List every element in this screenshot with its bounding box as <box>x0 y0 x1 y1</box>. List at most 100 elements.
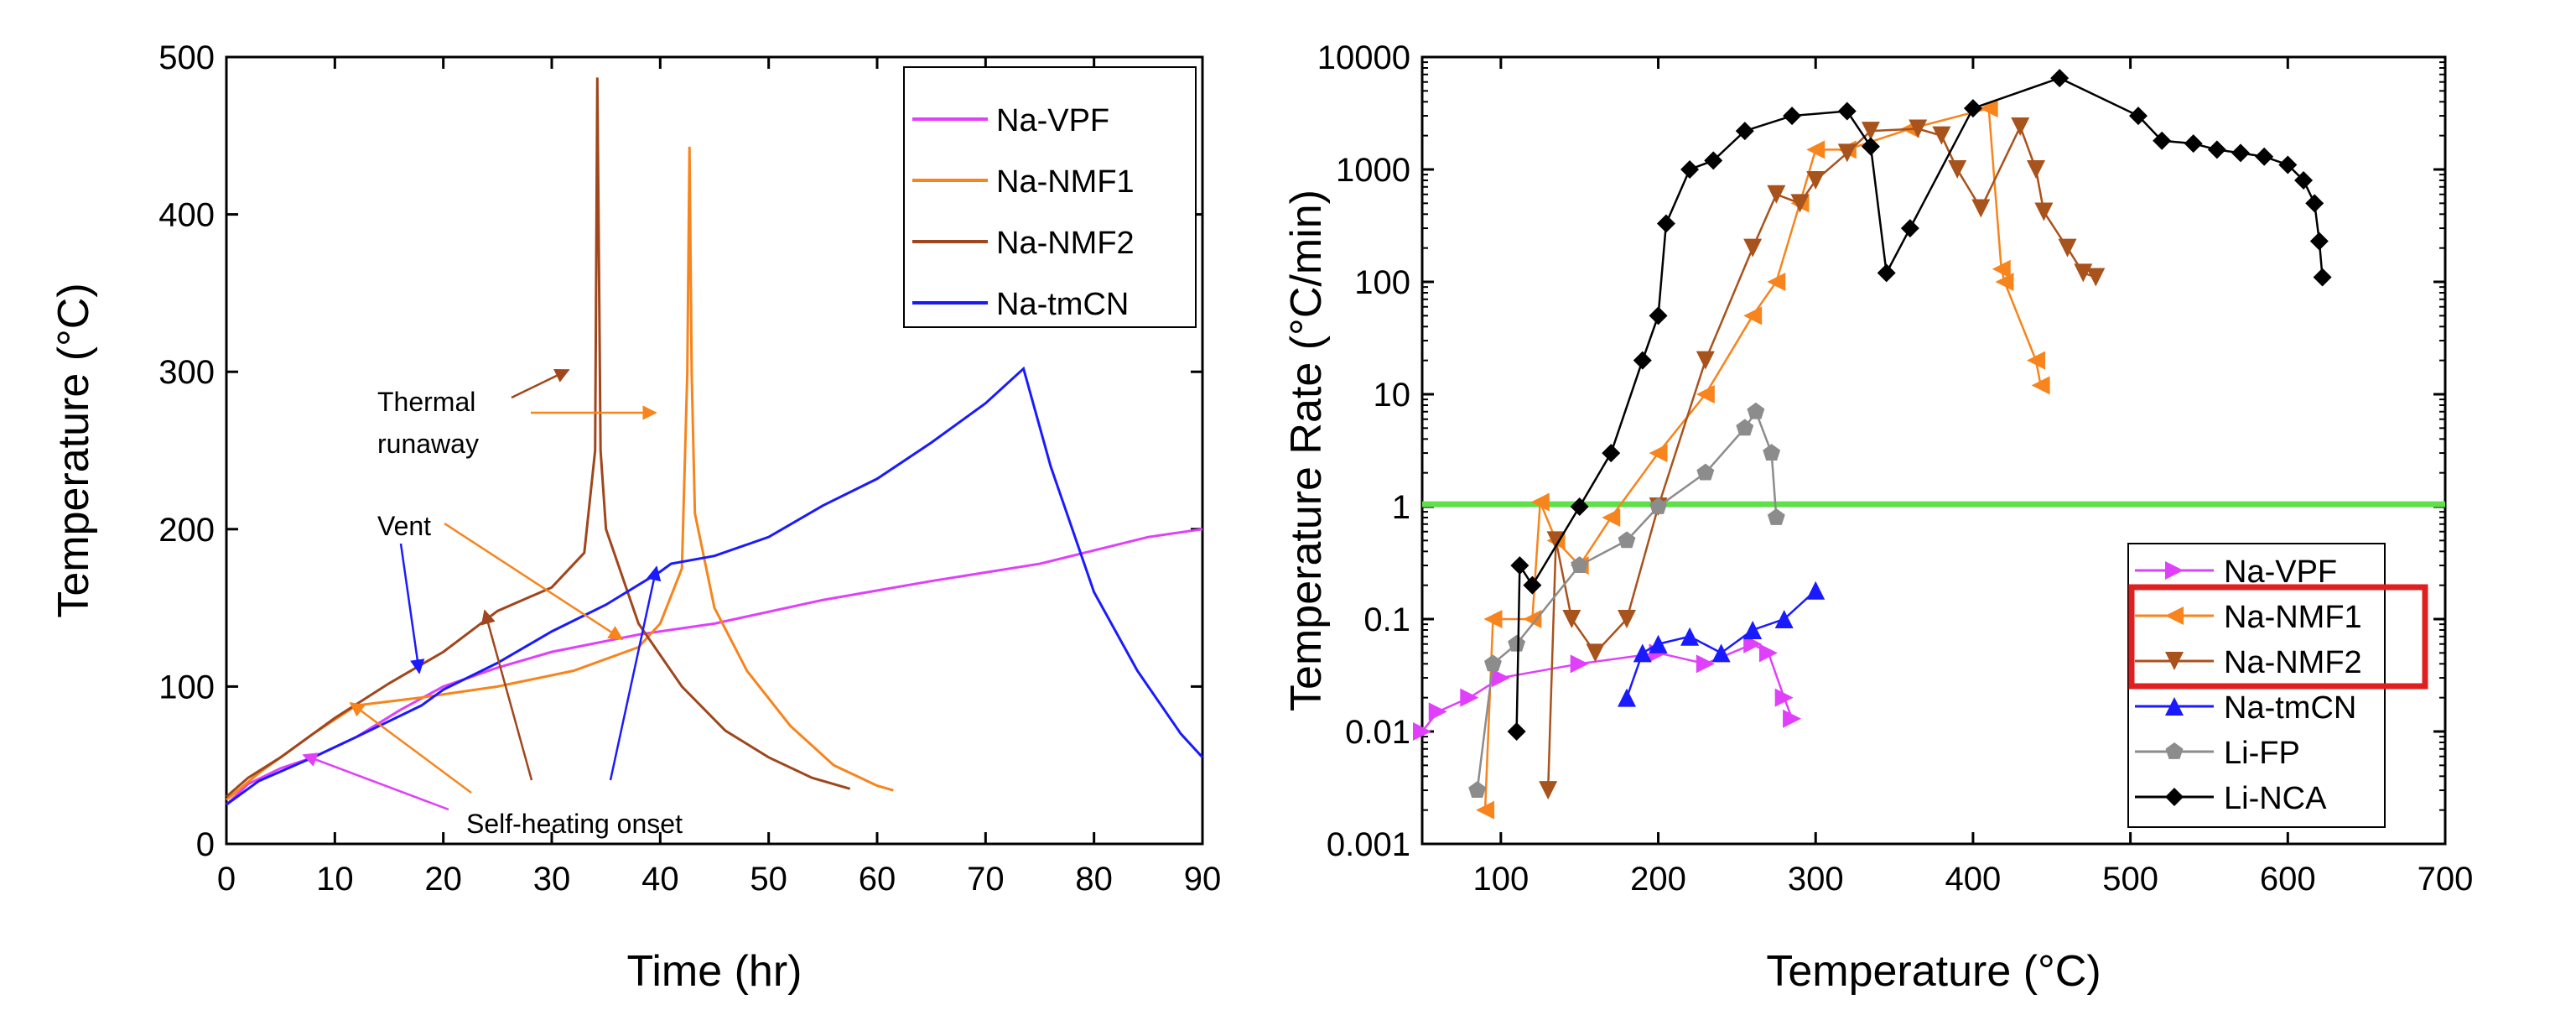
right-chart-rate-vs-temperature: 100 200 300 400 500 600 700 0.001 0.01 0.1 1 10 100 1… <box>1282 39 2473 996</box>
legend-label: Na-NMF1 <box>996 164 1135 200</box>
legend: Na-VPF Na-NMF1 Na-NMF2 Na-tmCN <box>903 66 1197 328</box>
x-tick-label: 10 <box>316 861 354 898</box>
data-point <box>1704 151 1723 170</box>
y-tick-label: 300 <box>158 354 215 391</box>
series-na-tmcn <box>1618 580 1826 707</box>
annotation-runaway: runaway <box>377 429 479 459</box>
data-point <box>1633 643 1652 663</box>
y-tick-label: 0 <box>196 826 215 863</box>
data-point <box>1602 508 1621 527</box>
legend-marker <box>2165 607 2184 625</box>
series-line-na-nmf1 <box>226 146 894 801</box>
legend-marker <box>2165 742 2184 759</box>
data-point <box>1963 99 1982 118</box>
series-li-fp <box>1468 402 1785 798</box>
annotation-vent: Vent <box>377 511 431 541</box>
x-tick-label: 80 <box>1075 861 1113 898</box>
series-li-nca <box>1507 69 2332 741</box>
data-point <box>1476 800 1495 820</box>
data-point <box>1837 143 1857 163</box>
data-point <box>1546 531 1566 550</box>
data-point <box>1992 259 2011 279</box>
data-point <box>2309 232 2329 251</box>
series-line-na-tmcn <box>226 366 1204 806</box>
arrow-onset-nmf2 <box>480 609 533 781</box>
data-point <box>2231 143 2250 163</box>
arrow-vent-nmf1 <box>444 522 624 641</box>
legend-label: Na-tmCN <box>996 287 1129 322</box>
series-na-nmf1 <box>1476 99 2050 820</box>
data-point <box>2184 134 2203 154</box>
annotation-self-heating-onset: Self-heating onset <box>466 809 683 839</box>
x-axis-label: Temperature (°C) <box>1766 947 2101 996</box>
data-point <box>1806 580 1826 600</box>
data-point <box>1586 643 1605 663</box>
y-tick-label: 100 <box>1354 264 1410 301</box>
x-tick-label: 600 <box>2260 861 2316 898</box>
series-na-nmf2 <box>1539 117 2106 800</box>
data-point <box>2255 147 2274 166</box>
legend-label: Na-NMF2 <box>996 226 1135 261</box>
data-point <box>1656 214 1675 233</box>
data-point <box>1783 107 1802 126</box>
data-point <box>1837 102 1857 121</box>
data-point <box>1909 119 1928 138</box>
data-point <box>2153 131 2172 150</box>
legend-label: Na-VPF <box>2224 554 2337 590</box>
data-point <box>1696 351 1715 370</box>
data-point <box>1413 722 1431 741</box>
data-point <box>1468 781 1487 798</box>
data-point <box>1570 654 1589 674</box>
legend-marker <box>2165 652 2184 670</box>
x-axis-label: Time (hr) <box>627 947 802 996</box>
data-point <box>2313 268 2332 287</box>
legend-label: Na-NMF2 <box>2224 645 2362 680</box>
data-point <box>1649 634 1668 653</box>
data-point <box>1743 634 1763 653</box>
data-point <box>1806 140 1826 159</box>
y-tick-label: 500 <box>158 39 215 76</box>
data-point <box>1491 669 1510 688</box>
legend-label: Na-VPF <box>996 103 1109 138</box>
x-tick-label: 20 <box>424 861 462 898</box>
y-tick-label: 10000 <box>1317 39 1410 76</box>
data-point <box>1861 122 1880 141</box>
x-tick-label: 100 <box>1472 861 1529 898</box>
arrow-onset-nmf1 <box>349 701 472 794</box>
series-na-vpf <box>1413 634 1802 741</box>
data-point <box>1510 556 1530 575</box>
data-point <box>1767 185 1786 204</box>
data-point <box>1877 263 1896 283</box>
data-point <box>1649 497 1668 514</box>
annotation-thermal: Thermal <box>377 387 475 417</box>
legend: Na-VPF Na-NMF1 Na-NMF2 Na-tmCN Li-FP Li-NCA <box>2127 543 2428 828</box>
x-tick-label: 40 <box>641 861 679 898</box>
data-point <box>1696 385 1715 403</box>
legend-highlight-box <box>2128 584 2428 690</box>
data-point <box>2086 268 2106 287</box>
data-point <box>1767 508 1785 525</box>
data-point <box>2058 238 2077 258</box>
data-point <box>2050 69 2070 88</box>
data-point <box>2129 107 2148 126</box>
legend-box <box>903 66 1197 328</box>
x-tick-label: 300 <box>1788 861 1844 898</box>
data-point <box>1767 273 1786 291</box>
data-point <box>1633 351 1652 370</box>
data-point <box>1649 306 1668 325</box>
data-point <box>1790 194 1810 213</box>
data-point <box>1649 444 1668 463</box>
y-tick-label: 0.01 <box>1345 714 1410 751</box>
data-point <box>1774 688 1794 707</box>
y-tick-label: 0.1 <box>1363 601 1410 638</box>
data-point <box>1783 709 1802 728</box>
plot-frame <box>225 55 1204 846</box>
data-point <box>2034 202 2054 221</box>
data-point <box>1618 531 1636 549</box>
data-point <box>1680 160 1700 179</box>
left-chart-temperature-vs-time: 0 10 20 30 40 50 60 70 80 90 0 100 200 300 400 500 Time … <box>49 39 1221 996</box>
arrow-runaway-nmf2 <box>511 368 570 399</box>
data-point <box>1758 643 1778 663</box>
legend-marker <box>2165 788 2184 806</box>
data-point <box>1571 556 1589 573</box>
